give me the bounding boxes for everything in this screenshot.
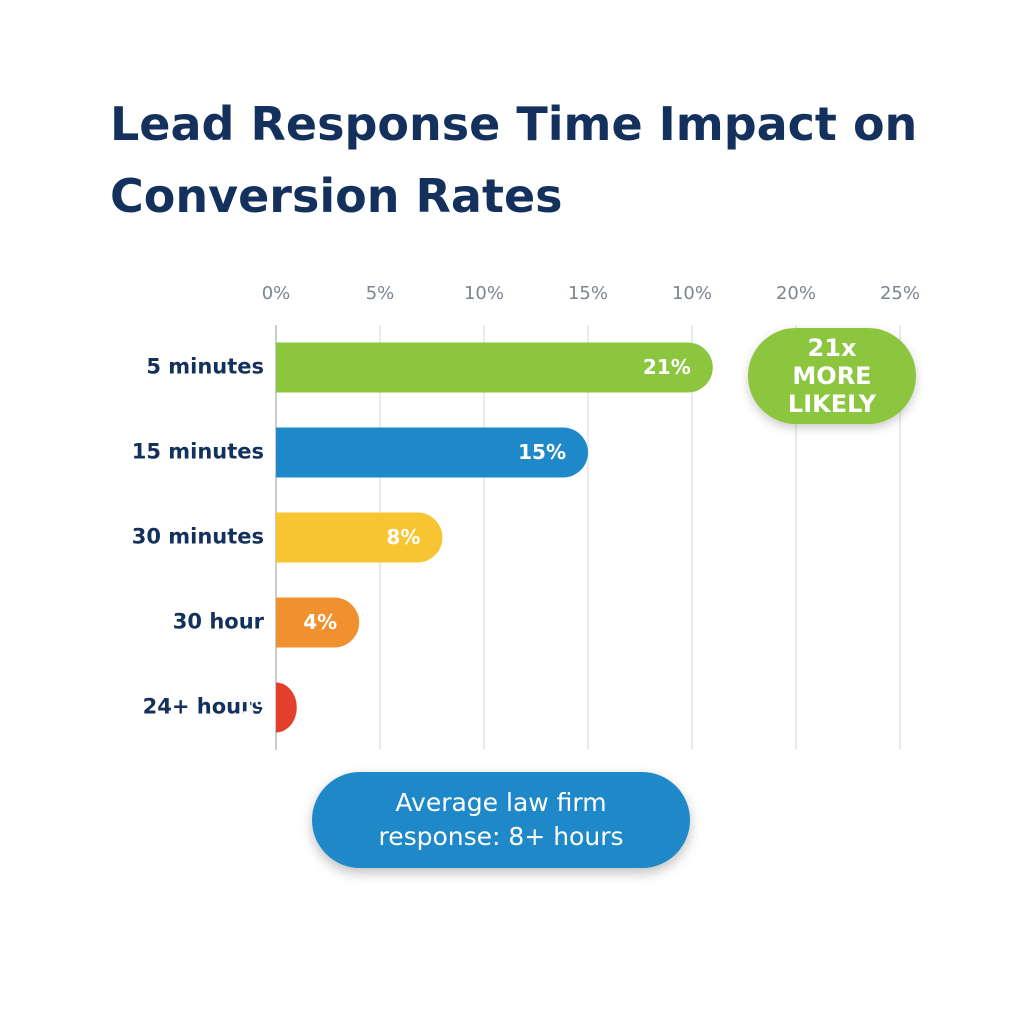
value-label: 21% [643, 355, 691, 379]
x-tick-label: 5% [366, 283, 395, 304]
bar [276, 512, 443, 563]
bar [276, 597, 360, 648]
x-tick-label: 15% [568, 283, 608, 304]
value-label: 8% [386, 525, 420, 549]
y-tick-label: 30 minutes [132, 525, 264, 549]
value-label: 1% [241, 695, 275, 719]
bar [276, 682, 297, 733]
y-tick-label: 15 minutes [132, 440, 264, 464]
x-tick-label: 0% [262, 283, 291, 304]
x-tick-label: 10% [464, 283, 504, 304]
bar [276, 427, 588, 478]
y-tick-label: 24+ hours [143, 695, 264, 719]
chart-title: Lead Response Time Impact on Conversion … [110, 97, 918, 223]
x-tick-label: 20% [776, 283, 816, 304]
footnote: Average law firm response: 8+ hours [312, 772, 690, 868]
callout: 21x MORE LIKELY [748, 328, 916, 424]
y-tick-label: 30 hour [173, 610, 265, 634]
value-label: 15% [518, 440, 566, 464]
y-tick-label: 5 minutes [146, 355, 264, 379]
bar [276, 342, 713, 393]
x-tick-label: 25% [880, 283, 920, 304]
value-label: 4% [303, 610, 337, 634]
x-tick-label: 10% [672, 283, 712, 304]
